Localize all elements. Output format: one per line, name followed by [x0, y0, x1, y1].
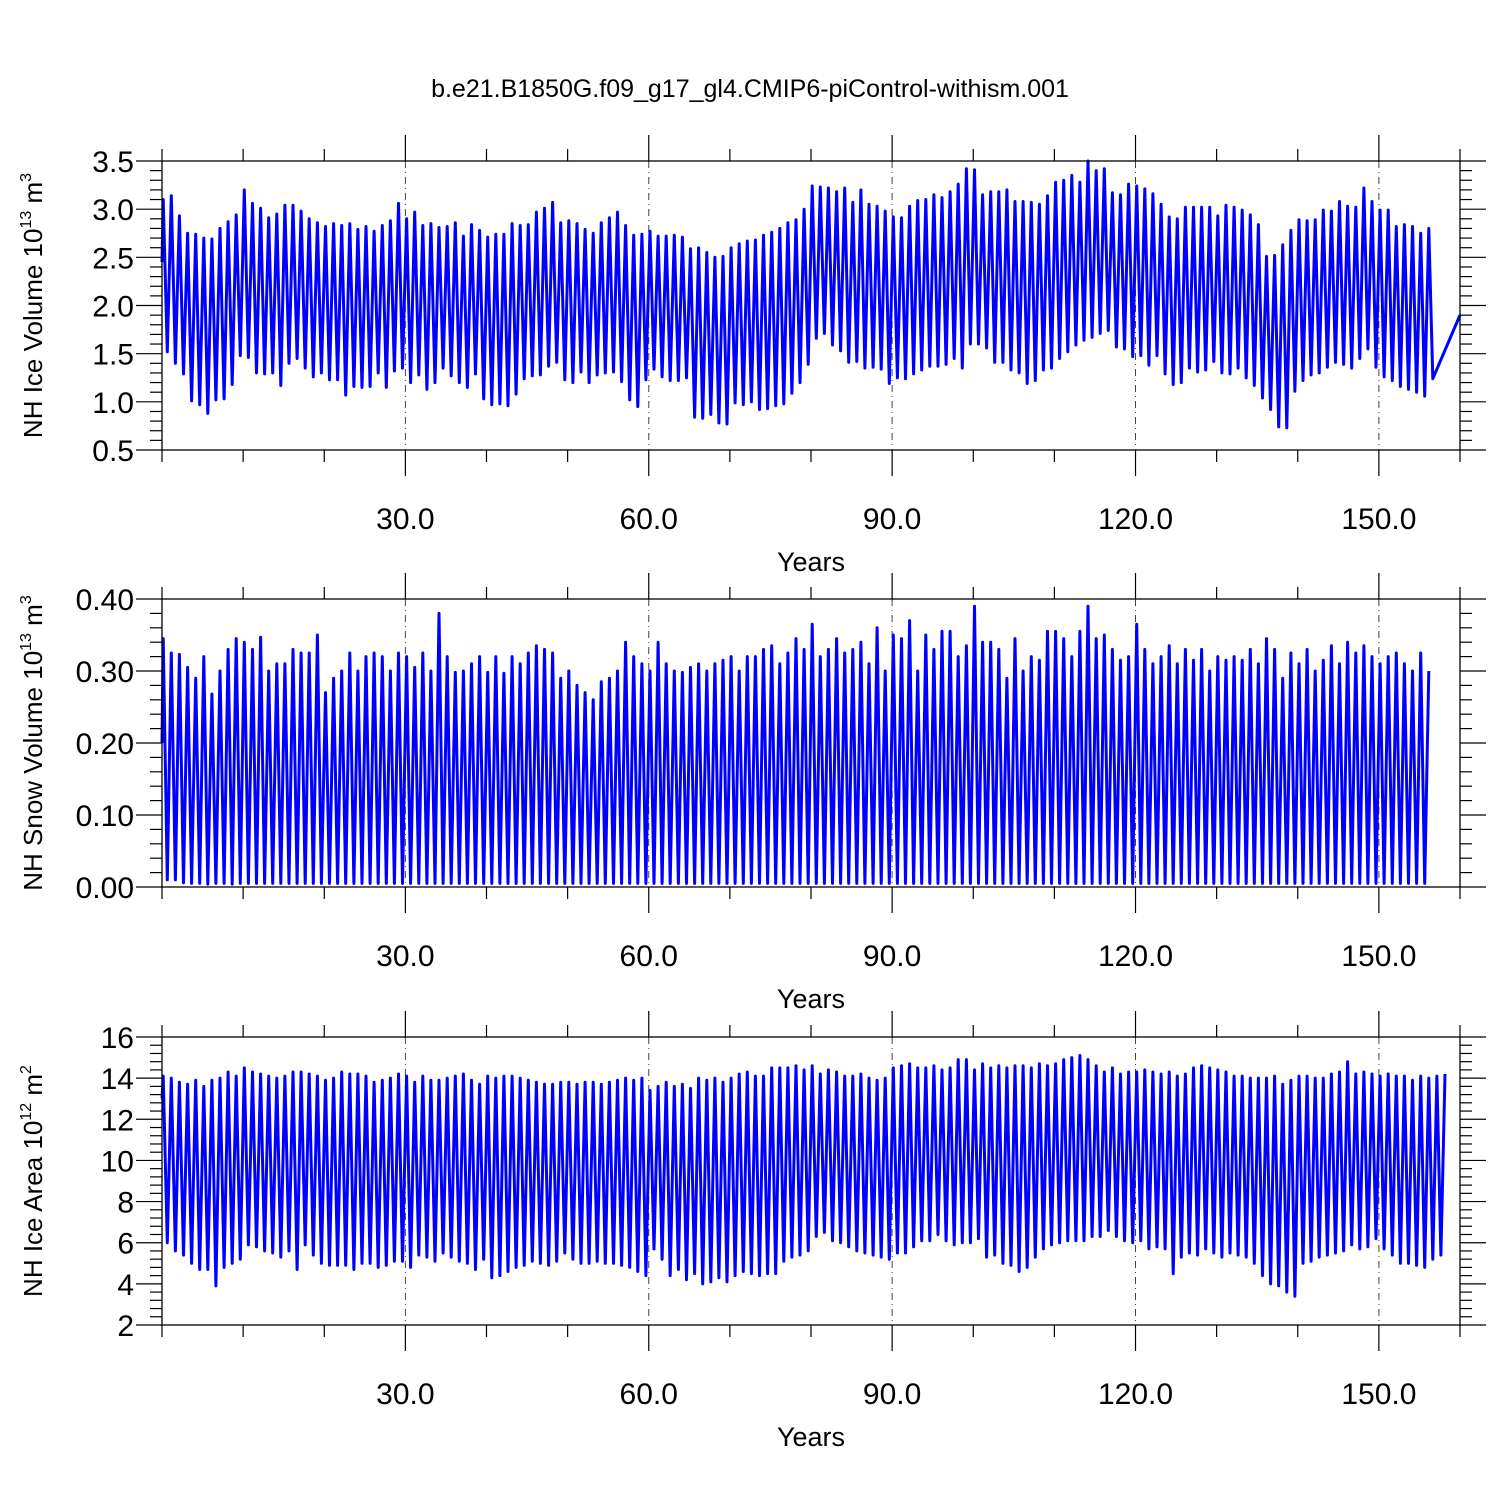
snow-volume-ytick-label: 0.40 [76, 584, 134, 617]
ice-area-xtick-label: 60.0 [620, 1378, 678, 1411]
ice-area-ytick-label: 6 [117, 1228, 134, 1261]
ice-volume-ytick-label: 2.0 [92, 291, 134, 324]
ice-volume-series-line [160, 159, 1462, 430]
ice-area-ytick-label: 4 [117, 1269, 134, 1302]
ice-volume-ytick-label: 0.5 [92, 435, 134, 468]
snow-volume-xtick-label: 60.0 [620, 940, 678, 973]
ice-volume-ytick-label: 2.5 [92, 242, 134, 275]
ice-area-ytick-label: 12 [101, 1104, 134, 1137]
ice-area-xtick-label: 90.0 [863, 1378, 921, 1411]
ice-area-panel: 2 4 6 8 10 12 14 16 30.0 60.0 90.0 120.0 150.0 Years N… [18, 1011, 1486, 1452]
snow-volume-ytick-label: 0.10 [76, 800, 134, 833]
snow-volume-ytick-label: 0.30 [76, 656, 134, 689]
ice-volume-panel: 0.5 1.0 1.5 2.0 2.5 3.0 3.5 30.0 60.0 90.0 120.0 15… [18, 135, 1486, 577]
snow-volume-xtick-label: 30.0 [376, 940, 434, 973]
snow-volume-panel: 0.00 0.10 0.20 0.30 0.40 30.0 60.0 90.0 120.0 150… [18, 573, 1486, 1014]
chart-panels: 0.5 1.0 1.5 2.0 2.5 3.0 3.5 30.0 60.0 90.0 120.0 15… [18, 135, 1486, 1452]
snow-volume-series-line [160, 604, 1431, 886]
ice-area-xtick-label: 30.0 [376, 1378, 434, 1411]
snow-volume-xtick-label: 120.0 [1098, 940, 1173, 973]
snow-volume-xtick-label: 150.0 [1341, 940, 1416, 973]
ice-area-ytick-label: 14 [101, 1063, 134, 1096]
ice-area-x-axis-label: Years [777, 1422, 845, 1452]
ice-volume-ytick-label: 3.5 [92, 146, 134, 179]
figure-title: b.e21.B1850G.f09_g17_gl4.CMIP6-piControl… [431, 75, 1069, 103]
ice-area-y-axis-label: NH Ice Area 1012 m2 [18, 1065, 48, 1297]
snow-volume-x-axis-label: Years [777, 984, 845, 1014]
ice-area-series-line [160, 1054, 1447, 1298]
ice-area-plot-frame [161, 1036, 1461, 1326]
ice-volume-ytick-label: 1.5 [92, 339, 134, 372]
ice-area-ytick-label: 2 [117, 1310, 134, 1343]
ice-volume-xtick-label: 60.0 [620, 503, 678, 536]
ice-area-xtick-label: 120.0 [1098, 1378, 1173, 1411]
ice-volume-xtick-label: 120.0 [1098, 503, 1173, 536]
ice-volume-xtick-label: 30.0 [376, 503, 434, 536]
ice-volume-plot-frame [161, 160, 1461, 451]
snow-volume-ytick-label: 0.00 [76, 872, 134, 905]
snow-volume-xtick-label: 90.0 [863, 940, 921, 973]
snow-volume-ytick-label: 0.20 [76, 728, 134, 761]
ice-volume-xtick-label: 90.0 [863, 503, 921, 536]
ice-area-ytick-label: 8 [117, 1187, 134, 1220]
ice-area-ytick-label: 16 [101, 1022, 134, 1055]
ice-volume-xtick-label: 150.0 [1341, 503, 1416, 536]
ice-area-ytick-label: 10 [101, 1145, 134, 1178]
snow-volume-plot-frame [161, 598, 1461, 888]
ice-volume-y-axis-label: NH Ice Volume 1013 m3 [18, 173, 48, 438]
ice-volume-ytick-label: 3.0 [92, 194, 134, 227]
ice-volume-ytick-label: 1.0 [92, 387, 134, 420]
ice-area-xtick-label: 150.0 [1341, 1378, 1416, 1411]
snow-volume-y-axis-label: NH Snow Volume 1013 m3 [18, 595, 48, 891]
ice-volume-x-axis-label: Years [777, 547, 845, 577]
